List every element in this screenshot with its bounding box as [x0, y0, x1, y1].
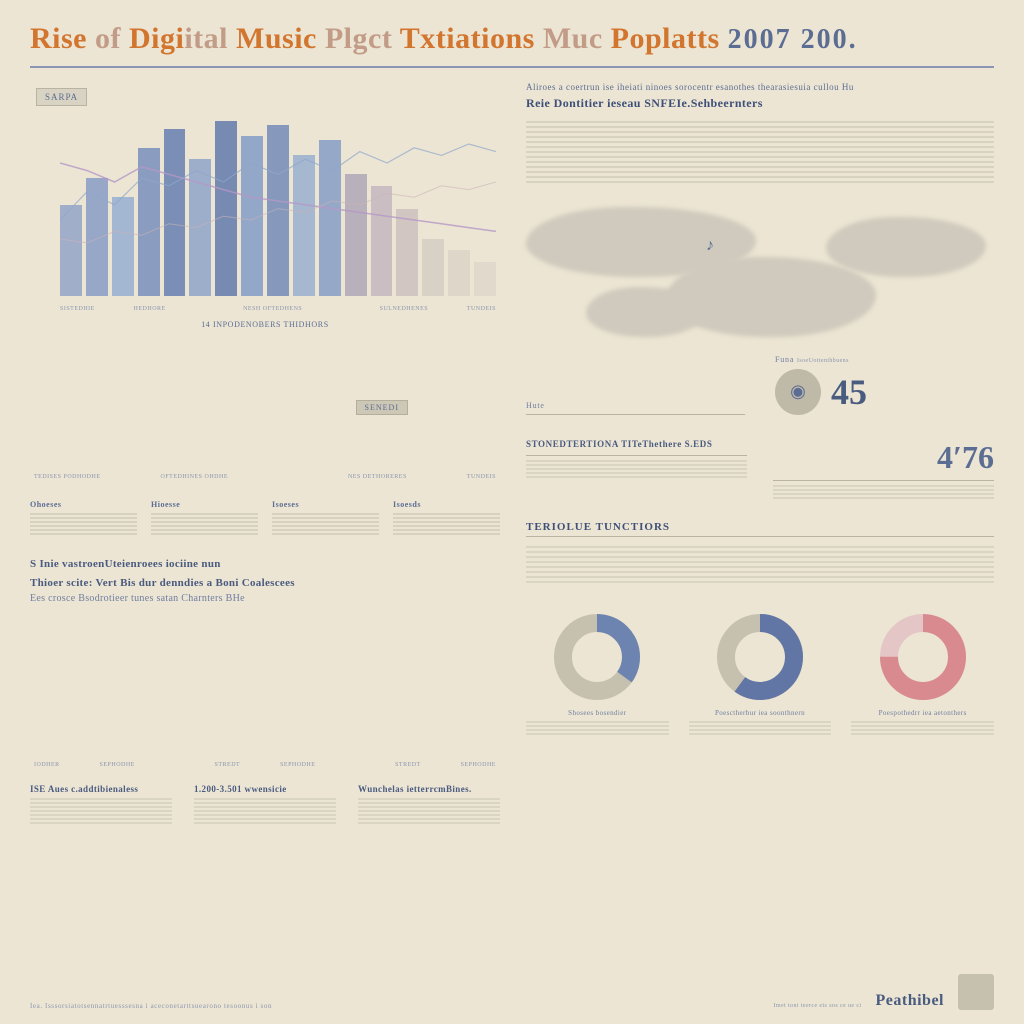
chart3-bars	[34, 614, 496, 752]
donut-svg	[716, 613, 804, 701]
chart2-pill: SENEDI	[356, 400, 408, 415]
chart2-stat: Isoesds	[393, 500, 500, 535]
donut-row: Shosees bosendier Poesctherbur iea soonth…	[526, 613, 994, 735]
donut-label: Shosees bosendier	[526, 709, 669, 718]
chart-revenue-trend: SARPA SISTEDHIEHEDHORENESH OFTEDHENSSULN…	[30, 82, 500, 312]
chart-comparison: IODHERSEPHODHESTREDTSEPHODHESTREDTSEPHOD…	[30, 614, 500, 774]
chart1-bar	[319, 140, 341, 296]
right-body-blur	[526, 119, 994, 183]
stat-title: Isoeses	[272, 500, 379, 509]
stat-title: Hioesse	[151, 500, 258, 509]
headline: Rise of Digiital Music Plgct Txtiations …	[30, 22, 994, 56]
chart1-bar	[164, 129, 186, 296]
footer-left: Iea. Isssorsiatotsennatrtuesssesna i ace…	[30, 1002, 272, 1010]
chart3-lead1: S Inie vastroenUteienroees iociine nun	[30, 557, 500, 572]
bignum-row: Hute Funa IsoeUottenthbuens ◉ 45	[526, 355, 994, 415]
donut-sub	[689, 721, 832, 735]
header-rule	[30, 66, 994, 68]
bignum2-label: Funa IsoeUottenthbuens	[775, 355, 994, 365]
kpi1-title: STONEDTERTIONA TITeThethere S.EDS	[526, 439, 747, 449]
caption-body	[30, 798, 172, 824]
disc-icon: ◉	[775, 369, 821, 415]
chart1-bars	[60, 106, 496, 296]
chart3-lead2: Thioer scite: Vert Bis dur denndies a Bo…	[30, 576, 500, 591]
chart1-x-axis: SISTEDHIEHEDHORENESH OFTEDHENSSULNEDHENE…	[60, 306, 496, 312]
stat-body	[272, 513, 379, 535]
stat-title: Isoesds	[393, 500, 500, 509]
donut-svg	[879, 613, 967, 701]
chart1-bar	[293, 155, 315, 296]
chart1-bar	[241, 136, 263, 296]
stat-body	[151, 513, 258, 535]
map-marker-icon: ♪	[706, 237, 714, 255]
donut: Shosees bosendier	[526, 613, 669, 735]
caption-title: Wunchelas ietterrcmBines.	[358, 784, 500, 794]
donut-label: Poespothedrr iea aetonthers	[851, 709, 994, 718]
chart2-stat: Hioesse	[151, 500, 258, 535]
stat-body	[30, 513, 137, 535]
right-subhead: Aliroes a coertrun ise iheiati ninoes so…	[526, 82, 994, 92]
chart3-caption: 1.200-3.501 wwensicie	[194, 784, 336, 824]
chart3-caption: ISE Aues c.addtibienaless	[30, 784, 172, 824]
donut-sub	[526, 721, 669, 735]
chart2-stat: Ohoeses	[30, 500, 137, 535]
kpi2-value: 4′76	[773, 439, 994, 476]
donut-label: Poesctherbur iea soonthnern	[689, 709, 832, 718]
caption-title: 1.200-3.501 wwensicie	[194, 784, 336, 794]
map-area: ♪	[526, 197, 994, 347]
chart1-bar	[396, 209, 418, 296]
chart1-bar	[60, 205, 82, 296]
donut-sub	[851, 721, 994, 735]
chart-platforms: 14 INPODENOBERS THIDHORS SENEDI TEDISES …	[30, 322, 500, 492]
chart2-x-axis: TEDISES PODHODHEOFTEDHINES OHDHENES DETH…	[34, 474, 496, 480]
stat-title: Ohoeses	[30, 500, 137, 509]
bignum2-value: 45	[831, 371, 867, 413]
chart3-lead3: Ees crosce Bsodrotieer tunes satan Charn…	[30, 593, 500, 604]
chart1-legend: SARPA	[36, 88, 87, 106]
bignum1-label: Hute	[526, 401, 745, 410]
chart3-caption: Wunchelas ietterrcmBines.	[358, 784, 500, 824]
caption-body	[194, 798, 336, 824]
chart1-bar	[345, 174, 367, 296]
footer-seal-icon	[958, 974, 994, 1010]
donut: Poesctherbur iea soonthnern	[689, 613, 832, 735]
chart1-bar	[86, 178, 108, 296]
chart2-stat-row: Ohoeses Hioesse Isoeses Isoesds	[30, 500, 500, 535]
kpi-row: STONEDTERTIONA TITeThethere S.EDS 4′76	[526, 439, 994, 499]
chart1-bar	[448, 250, 470, 296]
footer-right-small: Imet toni teerce ets sos ce ue ci	[773, 1003, 861, 1010]
chart2-stat: Isoeses	[272, 500, 379, 535]
chart1-bar	[474, 262, 496, 296]
caption-title: ISE Aues c.addtibienaless	[30, 784, 172, 794]
donut: Poespothedrr iea aetonthers	[851, 613, 994, 735]
chart2-bars	[34, 326, 496, 464]
chart3-x-axis: IODHERSEPHODHESTREDTSEPHODHESTREDTSEPHOD…	[34, 762, 496, 768]
donut-svg	[553, 613, 641, 701]
footer-brand: Peathibel	[876, 992, 945, 1010]
right-section-title: TERIOLUE TUNCTIORS	[526, 521, 994, 537]
chart1-bar	[189, 159, 211, 296]
caption-body	[358, 798, 500, 824]
stat-body	[393, 513, 500, 535]
chart1-bar	[422, 239, 444, 296]
chart1-bar	[138, 148, 160, 296]
footer: Iea. Isssorsiatotsennatrtuesssesna i ace…	[30, 974, 994, 1010]
chart3-caption-row: ISE Aues c.addtibienaless 1.200-3.501 wwe…	[30, 784, 500, 824]
chart1-bar	[215, 121, 237, 296]
chart1-bar	[267, 125, 289, 296]
right-section-body	[526, 543, 994, 583]
chart1-bar	[112, 197, 134, 296]
chart-comparison-block: S Inie vastroenUteienroees iociine nun T…	[30, 557, 500, 824]
right-headline: Reie Dontitier ieseau SNFEIe.Sehbeernter…	[526, 96, 994, 111]
chart1-bar	[371, 186, 393, 296]
